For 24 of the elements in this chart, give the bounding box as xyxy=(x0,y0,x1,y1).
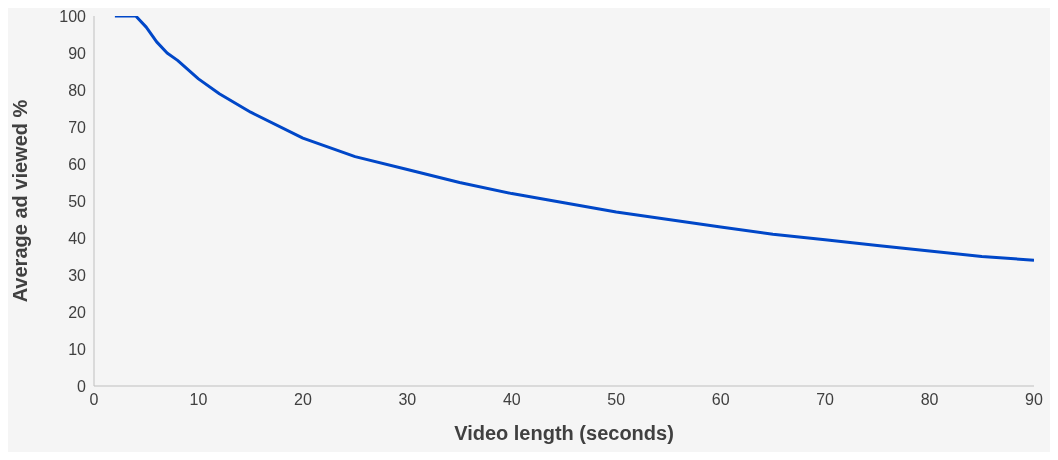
x-tick-label: 60 xyxy=(711,391,730,409)
x-tick-label: 0 xyxy=(89,391,99,409)
line-series xyxy=(113,16,1034,262)
y-tick-label: 50 xyxy=(68,192,87,210)
x-tick-label: 30 xyxy=(398,391,417,409)
y-tick-label: 80 xyxy=(68,81,87,99)
x-axis-title: Video length (seconds) xyxy=(454,422,674,444)
y-tick-label: 20 xyxy=(68,303,87,321)
y-tick-label: 40 xyxy=(68,229,87,247)
y-tick-label: 30 xyxy=(68,266,87,284)
x-tick-label: 80 xyxy=(920,391,939,409)
x-tick-label: 50 xyxy=(607,391,626,409)
y-tick-label: 0 xyxy=(77,377,87,395)
x-tick-label: 40 xyxy=(502,391,521,409)
x-tick-label: 70 xyxy=(816,391,835,409)
y-tick-label: 70 xyxy=(68,118,87,136)
x-tick-label: 20 xyxy=(293,391,312,409)
y-tick-label: 90 xyxy=(68,44,87,62)
y-tick-label: 60 xyxy=(68,155,87,173)
y-axis-title: Average ad viewed % xyxy=(9,99,32,303)
x-tick-label: 90 xyxy=(1025,391,1043,409)
y-tick-label: 100 xyxy=(59,7,87,25)
y-tick-label: 10 xyxy=(68,340,87,358)
x-tick-label: 10 xyxy=(189,391,208,409)
